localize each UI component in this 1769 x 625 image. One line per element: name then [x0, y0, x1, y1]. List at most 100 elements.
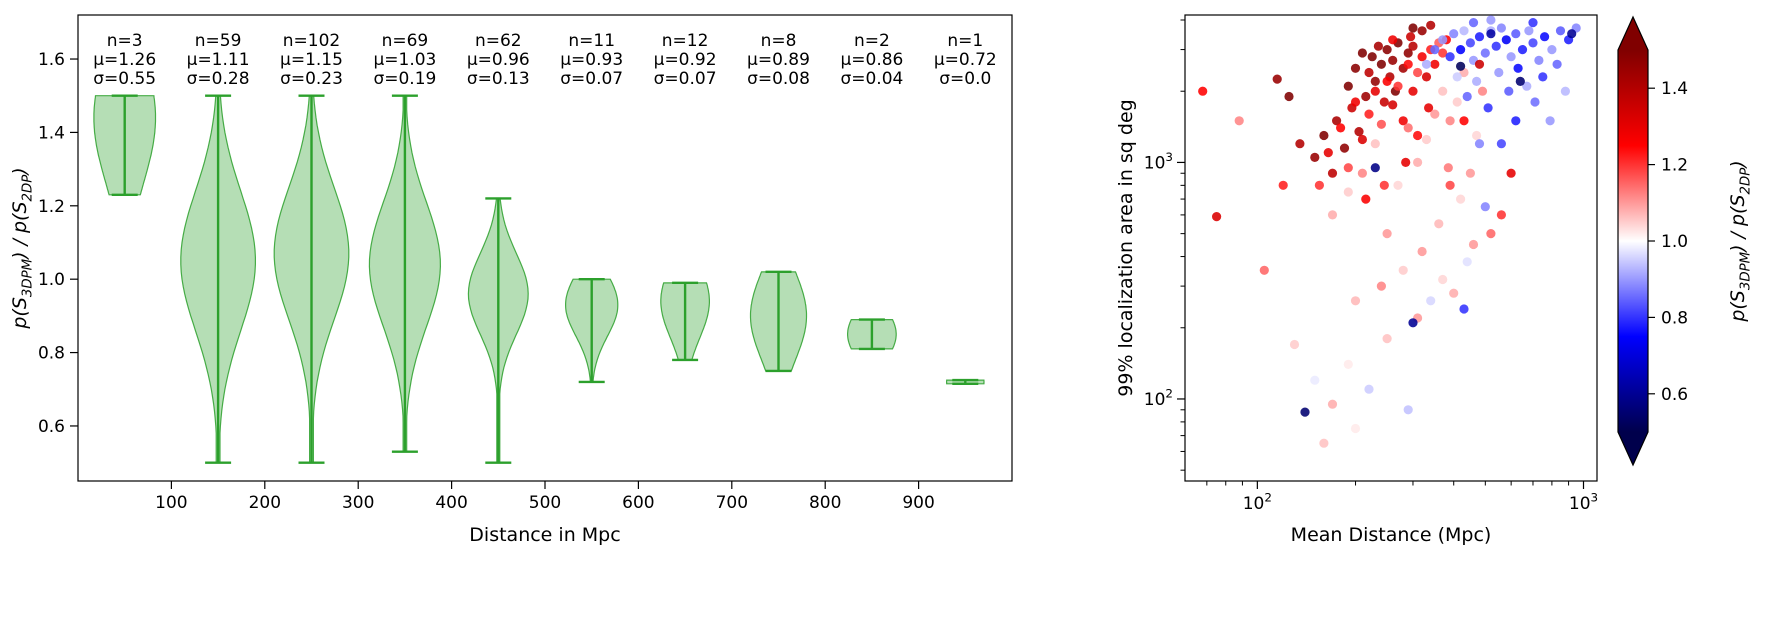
violin-annotation: σ=0.19 [373, 69, 436, 89]
scatter-point [1370, 76, 1380, 86]
scatter-point [1393, 180, 1403, 190]
y-tick-label: 102 [1144, 386, 1173, 410]
scatter-point [1376, 59, 1386, 69]
scatter-point [1398, 265, 1408, 275]
scatter-point [1474, 139, 1485, 149]
scatter-point [1370, 86, 1380, 96]
scatter-point [1445, 52, 1455, 62]
scatter-point [1465, 168, 1475, 178]
scatter-point [1511, 29, 1521, 39]
violin-annotation: n=69 [382, 31, 429, 51]
scatter-point [1382, 229, 1392, 239]
scatter-point [1445, 116, 1455, 126]
violin [93, 94, 157, 196]
scatter-point [1491, 41, 1501, 51]
scatter-point [1408, 318, 1418, 328]
scatter-point [1452, 72, 1462, 82]
colorbar-outline [1617, 15, 1649, 467]
scatter-point [1343, 81, 1353, 91]
scatter-point [1483, 103, 1493, 113]
scatter-ylabel: 99% localization area in sq deg [1115, 99, 1137, 396]
x-tick-label: 500 [529, 493, 561, 513]
scatter-point [1370, 139, 1380, 149]
violin-annotation: μ=1.26 [93, 50, 156, 70]
x-tick-label: 300 [342, 493, 374, 513]
violin-annotation: σ=0.28 [187, 69, 250, 89]
scatter-point [1382, 45, 1392, 55]
scatter-point [1434, 219, 1444, 229]
scatter-point [1545, 116, 1555, 126]
violin-annotation: n=8 [761, 31, 797, 51]
scatter-point [1343, 163, 1353, 173]
violin-annotation: μ=0.72 [934, 50, 997, 70]
scatter-point [1438, 48, 1448, 58]
scatter-point [1343, 187, 1353, 197]
violin-annotation: μ=0.86 [840, 50, 903, 70]
scatter-point [1319, 130, 1329, 141]
colorbar-tick-label: 1.0 [1661, 232, 1688, 252]
scatter-point [1350, 423, 1361, 434]
violin-annotation: σ=0.07 [654, 69, 717, 89]
violin-annotation: σ=0.04 [840, 69, 903, 89]
scatter-point [1474, 59, 1485, 69]
scatter-point [1452, 97, 1462, 107]
scatter-point [1438, 274, 1448, 285]
scatter-point [1501, 35, 1511, 45]
scatter-point [1388, 35, 1398, 45]
scatter-point [1449, 288, 1459, 298]
scatter-point [1496, 23, 1506, 33]
scatter-point [1234, 116, 1244, 126]
scatter-point [1496, 210, 1506, 220]
scatter-plot: 102 103 102 103 Mean Distance (Mpc) 99% local… [1115, 14, 1598, 546]
violin [946, 378, 985, 385]
violin-annotation: σ=0.0 [939, 69, 991, 89]
scatter-point [1449, 29, 1459, 39]
scatter-point [1343, 359, 1353, 369]
scatter-point [1494, 67, 1504, 78]
scatter-point [1417, 26, 1427, 36]
violin-ylabel: p(S3DPM) / p(S2DP) [9, 167, 35, 329]
scatter-point [1443, 163, 1453, 173]
violin [273, 94, 350, 464]
scatter-point [1477, 86, 1488, 96]
scatter-point [1417, 246, 1427, 257]
scatter-point [1364, 109, 1374, 119]
scatter-point [1403, 48, 1413, 58]
scatter-point [1465, 38, 1475, 48]
x-tick-label: 102 [1243, 490, 1272, 514]
scatter-point [1376, 281, 1386, 291]
violin-annotation: σ=0.23 [280, 69, 343, 89]
x-tick-label: 700 [716, 493, 748, 513]
scatter-point [1474, 32, 1485, 42]
y-tick-label: 1.6 [38, 50, 65, 70]
scatter-point [1361, 91, 1371, 102]
scatter-point [1552, 59, 1562, 69]
scatter-point [1524, 26, 1534, 36]
scatter-point [1555, 26, 1566, 36]
scatter-point [1212, 212, 1222, 222]
y-tick-label: 1.0 [38, 270, 65, 290]
violin [749, 270, 808, 373]
x-tick-label: 900 [902, 493, 934, 513]
scatter-point [1413, 157, 1423, 167]
x-tick-label: 200 [249, 493, 281, 513]
violin [847, 318, 897, 351]
scatter-point [1426, 296, 1436, 306]
scatter-point [1472, 130, 1482, 141]
scatter-point [1401, 157, 1411, 167]
scatter-point [1398, 352, 1408, 362]
y-tick-label: 0.6 [38, 417, 65, 437]
scatter-point [1540, 32, 1550, 42]
scatter-point [1272, 74, 1282, 84]
scatter-point [1398, 116, 1408, 126]
scatter-point [1376, 119, 1386, 129]
colorbar-tick-label: 1.2 [1661, 156, 1688, 176]
violin [180, 94, 256, 464]
violin-annotation: μ=1.15 [280, 50, 343, 70]
violin-annotation: μ=1.11 [187, 50, 250, 70]
violin-annotation: n=11 [568, 31, 615, 51]
scatter-point [1438, 86, 1448, 96]
colorbar-gradient [1618, 50, 1648, 432]
y-tick-label: 0.8 [38, 344, 65, 364]
